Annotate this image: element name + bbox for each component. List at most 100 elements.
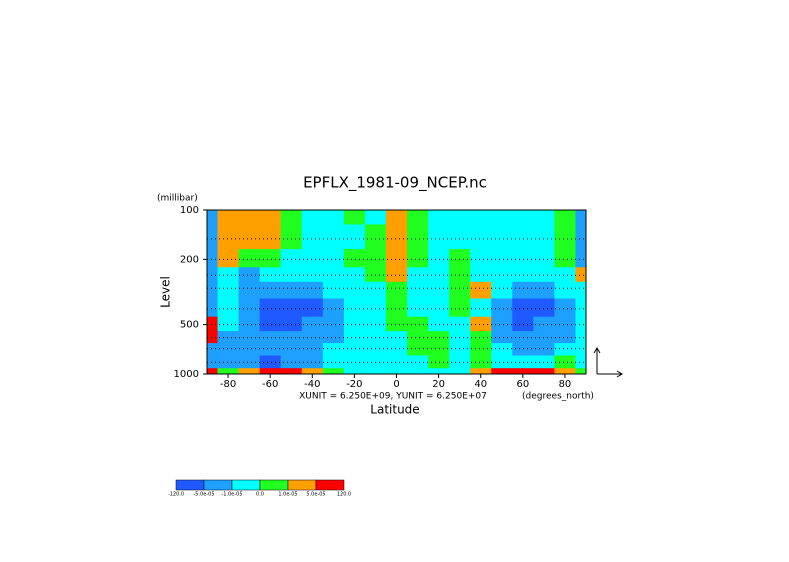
contour-cell: [428, 316, 450, 332]
contour-cell: [385, 343, 408, 357]
contour-cell: [301, 331, 324, 344]
contour-cell: [385, 298, 408, 318]
contour-cell: [238, 343, 261, 357]
contour-cell: [207, 355, 219, 369]
contour-cell: [385, 368, 408, 375]
contour-cell: [238, 281, 261, 299]
contour-cell: [554, 249, 576, 268]
contour-cell: [217, 281, 240, 299]
contour-cell: [238, 355, 261, 369]
contour-cell: [322, 249, 345, 268]
contour-cell: [407, 298, 429, 318]
contour-cell: [322, 368, 345, 375]
contour-cell: [322, 267, 345, 283]
colorbar-swatch: [315, 479, 345, 491]
contour-cell: [575, 224, 587, 250]
contour-cell: [533, 210, 555, 225]
contour-cell: [554, 355, 576, 369]
contour-cell: [364, 249, 387, 268]
contour-cell: [428, 298, 450, 318]
contour-cell: [207, 210, 219, 225]
contour-cell: [217, 368, 240, 375]
contour-cell: [428, 210, 450, 225]
contour-cell: [407, 224, 429, 250]
contour-cell: [512, 343, 534, 357]
contour-cell: [470, 343, 492, 357]
contour-cell: [301, 316, 324, 332]
colorbar-label: 5.0e-05: [306, 492, 325, 498]
contour-cell: [449, 224, 471, 250]
y-unit: (millibar): [157, 194, 198, 204]
contour-cell: [554, 210, 576, 225]
contour-cell: [207, 368, 219, 375]
contour-cell: [575, 210, 587, 225]
contour-cell: [491, 298, 513, 318]
contour-cell: [449, 249, 471, 268]
contour-cell: [385, 224, 408, 250]
reference-arrows: [593, 347, 623, 378]
contour-cell: [575, 281, 587, 299]
contour-cell: [491, 331, 513, 344]
contour-cell: [575, 368, 587, 375]
contour-cell: [301, 355, 324, 369]
contour-cell: [491, 224, 513, 250]
contour-cell: [322, 343, 345, 357]
contour-cell: [533, 316, 555, 332]
colorbar-label: 1.0e-05: [278, 492, 297, 498]
contour-cell: [512, 210, 534, 225]
contour-cell: [407, 368, 429, 375]
contour-cell: [428, 355, 450, 369]
annotation: XUNIT = 6.250E+09, YUNIT = 6.250E+07: [299, 392, 487, 402]
x-tick-label: 60: [516, 379, 529, 390]
contour-cell: [217, 343, 240, 357]
contour-cell: [533, 224, 555, 250]
x-unit: (degrees_north): [522, 392, 594, 402]
contour-cell: [322, 210, 345, 225]
contour-cell: [343, 249, 366, 268]
contour-cell: [470, 355, 492, 369]
colorbar-swatch: [287, 479, 317, 491]
chart-title: EPFLX_1981-09_NCEP.nc: [303, 174, 487, 193]
contour-cell: [533, 281, 555, 299]
contour-cell: [491, 281, 513, 299]
contour-cell: [512, 298, 534, 318]
x-tick-label: 0: [393, 379, 399, 390]
contour-cell: [470, 210, 492, 225]
contour-cell: [238, 368, 261, 375]
contour-cell: [449, 298, 471, 318]
contour-cell: [470, 298, 492, 318]
contour-cell: [301, 281, 324, 299]
contour-cell: [428, 281, 450, 299]
contour-cell: [491, 249, 513, 268]
contour-cell: [259, 267, 282, 283]
contour-cell: [259, 298, 282, 318]
colorbar-swatch: [203, 479, 233, 491]
contour-cell: [217, 316, 240, 332]
contour-cell: [428, 224, 450, 250]
contour-cell: [491, 267, 513, 283]
x-tick-label: 20: [432, 379, 445, 390]
contour-cell: [533, 368, 555, 375]
contour-cell: [259, 331, 282, 344]
contour-cell: [217, 331, 240, 344]
contour-cell: [343, 368, 366, 375]
contour-cell: [533, 298, 555, 318]
contour-cell: [449, 210, 471, 225]
contour-cell: [280, 249, 303, 268]
contour-cell: [554, 343, 576, 357]
contour-cell: [554, 316, 576, 332]
x-tick-label: -80: [220, 379, 236, 390]
contour-cell: [533, 331, 555, 344]
contour-cell: [364, 343, 387, 357]
contour-cell: [407, 210, 429, 225]
contour-cell: [575, 316, 587, 332]
contour-cell: [575, 249, 587, 268]
x-tick-label: 40: [474, 379, 487, 390]
contour-cell: [301, 343, 324, 357]
contour-cell: [207, 281, 219, 299]
contour-cell: [301, 267, 324, 283]
contour-cell: [385, 281, 408, 299]
contour-cell: [533, 355, 555, 369]
contour-cell: [364, 368, 387, 375]
contour-cell: [259, 316, 282, 332]
